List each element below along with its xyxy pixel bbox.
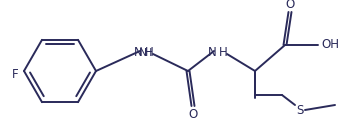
- Text: O: O: [188, 107, 198, 120]
- Text: OH: OH: [321, 38, 339, 52]
- Text: N: N: [134, 47, 142, 60]
- Text: N: N: [139, 48, 147, 58]
- Text: H: H: [145, 47, 154, 60]
- Text: O: O: [286, 0, 295, 12]
- Text: H: H: [144, 48, 152, 58]
- Text: N: N: [208, 47, 216, 60]
- Text: H: H: [219, 47, 228, 60]
- Text: F: F: [12, 69, 18, 81]
- Text: S: S: [296, 103, 304, 117]
